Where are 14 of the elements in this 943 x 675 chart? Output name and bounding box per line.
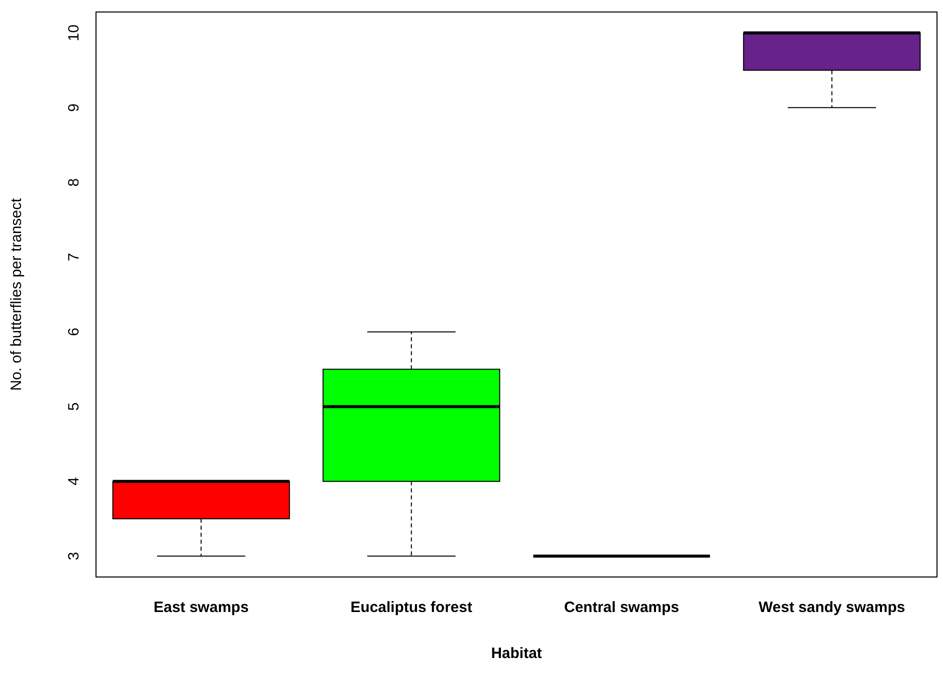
- y-tick-label: 9: [66, 103, 83, 112]
- y-tick-label: 6: [66, 328, 83, 336]
- y-tick-label: 4: [66, 477, 83, 486]
- x-tick-label: Eucaliptus forest: [350, 599, 472, 616]
- y-tick-label: 8: [66, 178, 83, 187]
- x-tick-label: Central swamps: [564, 599, 680, 616]
- y-axis-title: No. of butterflies per transect: [8, 197, 26, 391]
- y-tick-label: 3: [66, 552, 83, 560]
- x-axis-title: Habitat: [491, 645, 542, 662]
- x-tick-label: West sandy swamps: [758, 599, 906, 616]
- y-tick-label: 5: [66, 402, 83, 411]
- x-tick-label: East swamps: [154, 599, 249, 616]
- y-tick-label: 7: [66, 252, 83, 262]
- y-tick-label: 10: [66, 24, 83, 42]
